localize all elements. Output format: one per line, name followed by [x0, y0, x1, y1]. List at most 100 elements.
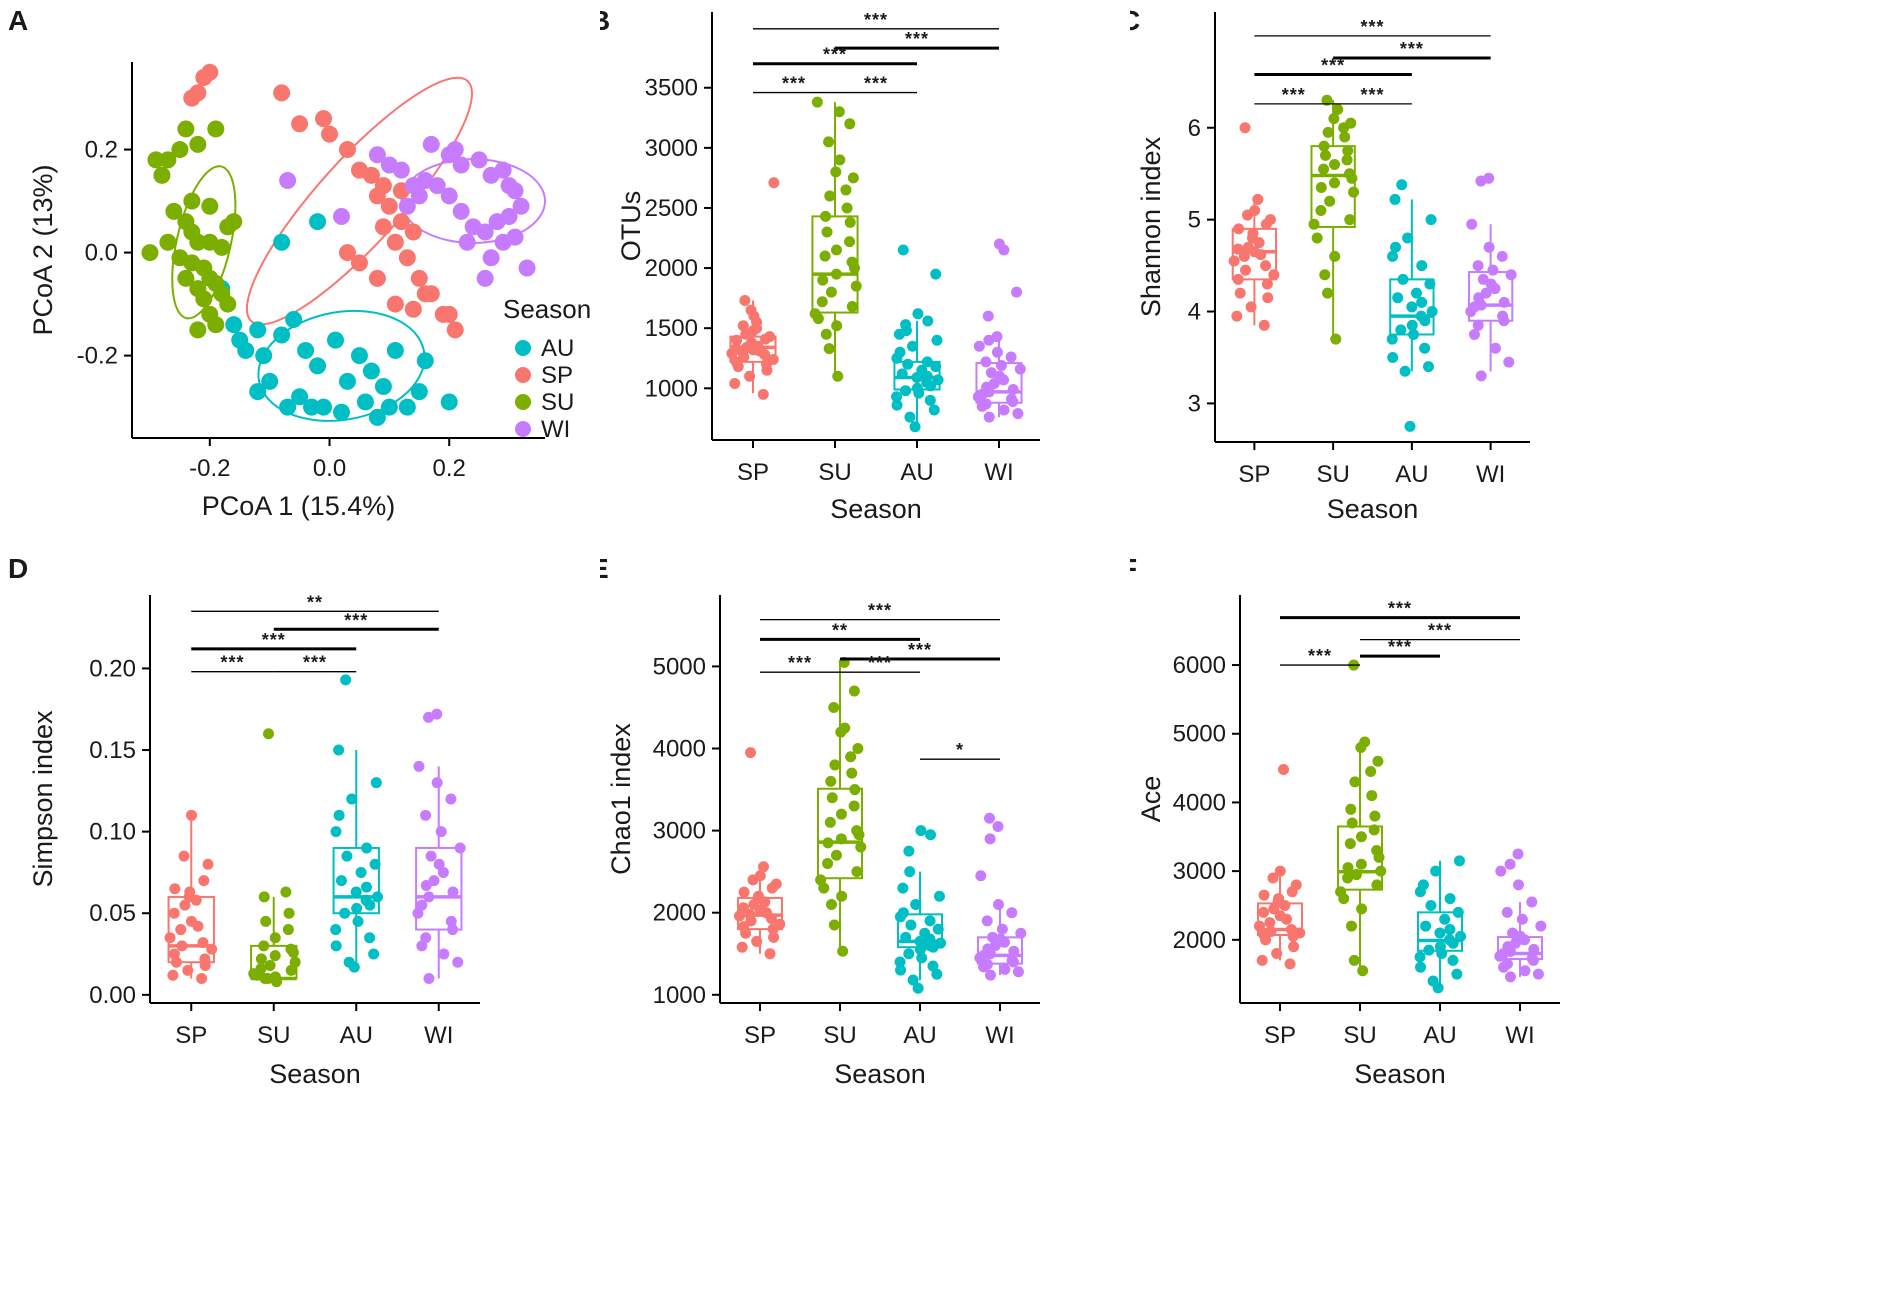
y-tick-label: 2000: [653, 900, 706, 927]
data-point-wi: [445, 793, 457, 805]
scatter-point-su: [147, 151, 165, 169]
data-point-su: [1345, 803, 1357, 815]
data-point-su: [1315, 181, 1327, 193]
data-point-wi: [431, 777, 443, 789]
scatter-point-su: [189, 135, 207, 153]
data-point-au: [897, 244, 909, 256]
scatter-point-su: [141, 244, 159, 262]
scatter-point-su: [201, 197, 219, 215]
scatter-point-wi: [380, 156, 398, 174]
scatter-point-wi: [410, 187, 428, 205]
data-point-au: [1392, 292, 1404, 304]
data-point-su: [836, 890, 848, 902]
x-tick-label: AU: [903, 1022, 936, 1049]
data-point-wi: [1007, 384, 1019, 396]
scatter-point-au: [225, 316, 243, 334]
data-point-su: [1322, 287, 1334, 299]
scatter-point-su: [159, 233, 177, 251]
pcoa-scatter-svg: A -0.2 0.0 0.2 -0.2 0.0 0.2 PCoA 1 (15.4%) PCoA …: [8, 5, 591, 521]
data-point-au: [1430, 865, 1442, 877]
y-tick-label: -0.2: [77, 343, 118, 370]
data-point-sp: [1253, 920, 1265, 932]
data-point-su: [1341, 154, 1353, 166]
data-point-sp: [1265, 926, 1277, 938]
data-point-su: [1366, 790, 1378, 802]
scatter-point-su: [177, 269, 195, 287]
significance-label: ***: [1388, 637, 1412, 657]
legend-label: WI: [541, 416, 570, 443]
data-point-au: [910, 898, 922, 910]
x-tick-label: SU: [823, 1022, 856, 1049]
scatter-point-wi: [452, 156, 470, 174]
x-axis-title: Season: [1327, 494, 1419, 524]
y-tick-label: 6: [1188, 115, 1201, 142]
data-point-wi: [416, 899, 428, 911]
data-point-au: [340, 674, 352, 686]
data-point-au: [909, 421, 921, 433]
data-point-sp: [767, 353, 779, 365]
data-point-sp: [1284, 958, 1296, 970]
significance-label: **: [832, 620, 848, 640]
y-tick-label: 3: [1188, 390, 1201, 417]
data-point-su: [1318, 140, 1330, 152]
data-point-wi: [1526, 896, 1538, 908]
data-point-sp: [196, 973, 208, 985]
scatter-point-au: [303, 398, 321, 416]
data-point-au: [1415, 310, 1427, 322]
data-point-au: [1434, 927, 1446, 939]
data-point-wi: [416, 940, 428, 952]
scatter-point-sp: [291, 115, 309, 133]
data-point-au: [932, 923, 944, 935]
scatter-point-au: [368, 408, 386, 426]
y-tick-label: 0.00: [89, 982, 136, 1009]
data-point-su: [826, 792, 838, 804]
data-point-wi: [1466, 218, 1478, 230]
y-tick-label: 5: [1188, 207, 1201, 234]
data-point-sp: [167, 969, 179, 981]
data-point-sp: [738, 921, 750, 933]
data-point-wi: [1477, 273, 1489, 285]
data-point-sp: [737, 902, 749, 914]
data-point-sp: [176, 940, 188, 952]
scatter-point-sp: [392, 213, 410, 231]
significance-label: ***: [868, 601, 892, 621]
data-point-wi: [423, 973, 435, 985]
data-point-au: [1414, 951, 1426, 963]
panel-f: F 2000 3000 4000 5000 6000 SP SU AU WI Season Ace **…: [1120, 553, 1770, 1093]
data-point-au: [1404, 420, 1416, 432]
scatter-point-su: [195, 290, 213, 308]
data-point-wi: [984, 833, 996, 845]
significance-label: ***: [1308, 646, 1332, 666]
data-point-wi: [428, 875, 440, 887]
scatter-point-au: [410, 383, 428, 401]
data-point-au: [896, 368, 908, 380]
significance-label: ***: [1282, 85, 1306, 105]
data-point-au: [1415, 961, 1427, 973]
data-point-au: [921, 356, 933, 368]
data-point-au: [924, 915, 936, 927]
x-tick-label: AU: [340, 1022, 373, 1049]
data-point-su: [1342, 145, 1354, 157]
data-point-su: [852, 743, 864, 755]
data-point-wi: [983, 411, 995, 423]
data-point-wi: [1504, 971, 1516, 983]
significance-label: ***: [868, 653, 892, 673]
scatter-point-su: [213, 238, 231, 256]
data-point-wi: [1495, 865, 1507, 877]
data-point-sp: [746, 337, 758, 349]
y-tick-label: 0.20: [89, 655, 136, 682]
data-point-su: [1339, 131, 1351, 143]
data-point-sp: [184, 886, 196, 898]
data-point-sp: [1273, 893, 1285, 905]
x-tick-label: SP: [175, 1022, 207, 1049]
data-point-sp: [175, 924, 187, 936]
data-point-wi: [447, 924, 459, 936]
scatter-point-sp: [380, 197, 398, 215]
scatter-point-su: [207, 316, 225, 334]
data-point-su: [830, 244, 842, 256]
x-tick-label: WI: [1505, 1022, 1534, 1049]
data-point-sp: [169, 883, 181, 895]
data-point-sp: [737, 320, 749, 332]
scatter-point-wi: [368, 146, 386, 164]
data-point-wi: [438, 948, 450, 960]
